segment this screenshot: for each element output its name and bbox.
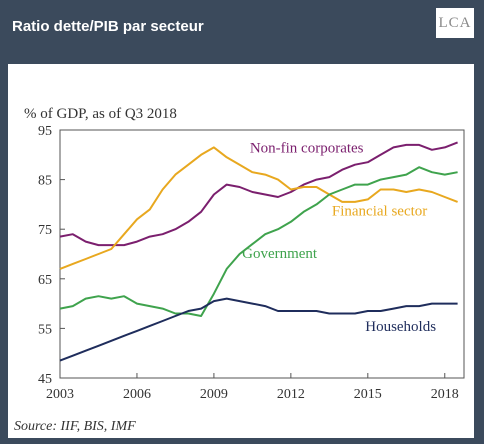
lca-logo: LCA bbox=[436, 8, 474, 38]
x-tick-label: 2009 bbox=[200, 387, 228, 402]
y-tick-label: 95 bbox=[38, 124, 52, 139]
series-label-financial-sector: Financial sector bbox=[332, 203, 427, 219]
plot-frame bbox=[59, 129, 465, 379]
series-label-government: Government bbox=[242, 246, 318, 262]
source-note: Source: IIF, BIS, IMF bbox=[14, 419, 136, 434]
series-line-households bbox=[59, 297, 458, 362]
y-tick-label: 75 bbox=[38, 223, 52, 238]
chart-title: Ratio dette/PIB par secteur bbox=[12, 18, 204, 35]
y-tick-label: 85 bbox=[38, 174, 52, 189]
y-axis-label: % of GDP, as of Q3 2018 bbox=[24, 106, 177, 122]
series-label-non-fin-corporates: Non-fin corporates bbox=[250, 140, 364, 156]
y-tick-label: 65 bbox=[38, 273, 52, 288]
x-tick-label: 2006 bbox=[123, 387, 151, 402]
y-tick-label: 45 bbox=[38, 372, 52, 387]
series-line-financial-sector bbox=[59, 146, 458, 270]
x-tick-label: 2012 bbox=[277, 387, 305, 402]
chart-panel: % of GDP, as of Q3 2018 Source: IIF, BIS… bbox=[8, 64, 474, 438]
y-tick-label: 55 bbox=[38, 322, 52, 337]
logo-text: LCA bbox=[438, 14, 472, 31]
line-chart: % of GDP, as of Q3 2018 Source: IIF, BIS… bbox=[14, 106, 465, 434]
series-line-government bbox=[59, 166, 458, 317]
series-line-non-fin-corporates bbox=[59, 141, 458, 247]
series-label-households: Households bbox=[365, 319, 436, 335]
x-tick-label: 2003 bbox=[46, 387, 74, 402]
x-tick-label: 2018 bbox=[431, 387, 459, 402]
x-tick-label: 2015 bbox=[354, 387, 382, 402]
